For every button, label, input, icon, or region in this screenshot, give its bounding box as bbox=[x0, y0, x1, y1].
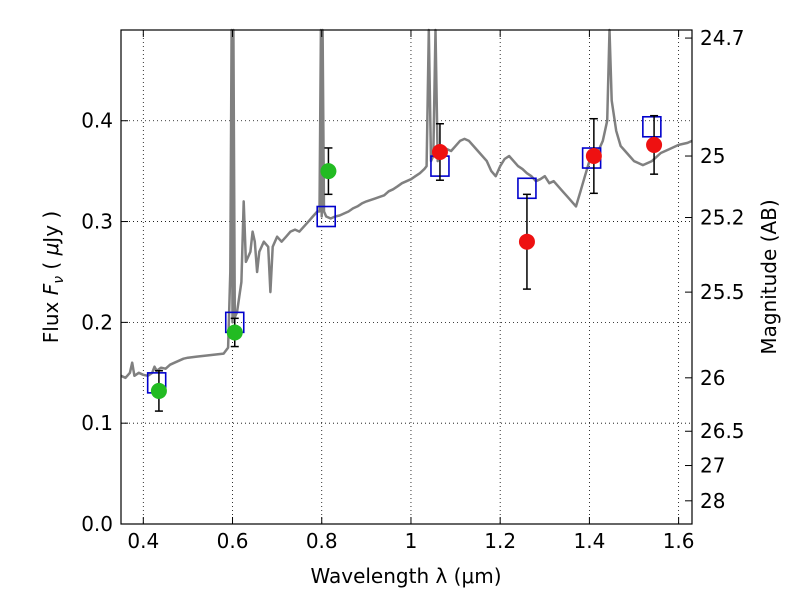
y-axis-right-label: Magnitude (AB) bbox=[757, 199, 781, 354]
y-tick-label: 0.0 bbox=[81, 512, 113, 536]
x-tick-label: 1.6 bbox=[663, 529, 695, 553]
model-photometry-square bbox=[316, 205, 337, 228]
x-tick-label: 0.8 bbox=[306, 529, 338, 553]
x-tick-label: 0.4 bbox=[127, 529, 159, 553]
mag-tick-label: 25.2 bbox=[700, 206, 745, 230]
model-photometry-square bbox=[642, 115, 662, 138]
x-axis-label: Wavelength λ (μm) bbox=[310, 564, 501, 588]
tick-layer: 0.4 0.6 0.8 1 1.2 1.4 1.6 0.0 0.1 0.2 0.3 0.4 24.7 25… bbox=[81, 26, 744, 553]
mag-tick-label: 25.5 bbox=[700, 280, 745, 304]
x-tick-label: 1 bbox=[405, 529, 418, 553]
observed-flux-point bbox=[431, 143, 448, 160]
y-axis-label: Flux Fν ( μJy ) bbox=[39, 211, 67, 343]
plot-frame bbox=[120, 29, 693, 525]
mag-tick-label: 28 bbox=[700, 489, 725, 513]
observed-flux-point bbox=[320, 163, 337, 180]
y-tick-label: 0.2 bbox=[81, 310, 113, 334]
observed-flux-point bbox=[150, 382, 167, 399]
observed-flux-point bbox=[585, 148, 602, 165]
y-tick-label: 0.1 bbox=[81, 411, 113, 435]
y-tick-label: 0.3 bbox=[81, 210, 113, 234]
mag-tick-label: 25 bbox=[700, 144, 725, 168]
marker-layer bbox=[146, 114, 663, 412]
mag-tick-label: 26 bbox=[700, 366, 725, 390]
spectrum-layer bbox=[120, 28, 693, 380]
mag-tick-label: 27 bbox=[700, 454, 725, 478]
x-tick-label: 1.4 bbox=[573, 529, 605, 553]
x-tick-label: 1.2 bbox=[484, 529, 516, 553]
grid-layer bbox=[121, 30, 692, 525]
mag-tick-label: 24.7 bbox=[700, 26, 745, 50]
x-tick-label: 0.6 bbox=[217, 529, 249, 553]
spectrum-line bbox=[120, 28, 693, 380]
observed-flux-point bbox=[226, 324, 243, 341]
mag-tick-label: 26.5 bbox=[700, 419, 745, 443]
observed-flux-point bbox=[518, 233, 535, 250]
observed-flux-point bbox=[646, 136, 663, 153]
y-tick-label: 0.4 bbox=[81, 109, 113, 133]
